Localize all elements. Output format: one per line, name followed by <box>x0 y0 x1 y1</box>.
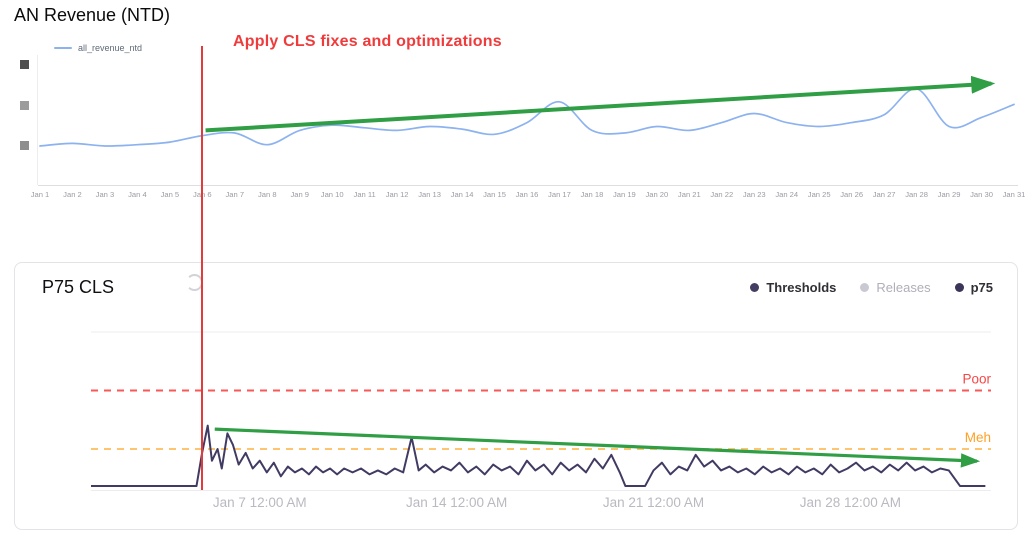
revenue-x-tick-label: Jan 28 <box>905 190 928 199</box>
revenue-x-tick-label: Jan 30 <box>970 190 993 199</box>
cls-fix-annotation-text: Apply CLS fixes and optimizations <box>233 33 502 50</box>
revenue-x-tick-label: Jan 31 <box>1003 190 1026 199</box>
legend-item-releases[interactable]: Releases <box>860 280 931 295</box>
revenue-x-tick-label: Jan 26 <box>840 190 863 199</box>
revenue-x-tick-label: Jan 20 <box>645 190 668 199</box>
legend-item-thresholds[interactable]: Thresholds <box>750 280 836 295</box>
redacted-y-tick <box>20 141 29 150</box>
revenue-x-tick-label: Jan 4 <box>128 190 147 199</box>
p75-line-series <box>91 424 986 488</box>
revenue-x-tick-label: Jan 23 <box>743 190 766 199</box>
revenue-x-tick-label: Jan 5 <box>161 190 180 199</box>
revenue-x-tick-label: Jan 18 <box>581 190 604 199</box>
redacted-y-tick <box>20 101 29 110</box>
revenue-x-tick-label: Jan 15 <box>483 190 506 199</box>
revenue-legend-item[interactable]: all_revenue_ntd <box>54 43 142 53</box>
revenue-x-tick-label: Jan 14 <box>451 190 474 199</box>
legend-item-p75[interactable]: p75 <box>954 280 993 295</box>
legend-dot-icon <box>860 283 870 292</box>
revenue-x-tick-label: Jan 29 <box>938 190 961 199</box>
revenue-x-tick-label: Jan 13 <box>418 190 441 199</box>
cls-chart-canvas: Poor Meh Jan 7 12:00 AM Jan 14 12:00 AM Jan … <box>91 331 991 510</box>
legend-dot-icon <box>954 283 964 292</box>
revenue-legend-label: all_revenue_ntd <box>78 43 143 53</box>
revenue-trend-arrow <box>205 75 996 133</box>
threshold-label-poor: Poor <box>962 372 991 387</box>
revenue-x-tick-label: Jan 22 <box>710 190 733 199</box>
cls-legend: Thresholds Releases p75 <box>750 280 993 295</box>
threshold-label-meh: Meh <box>965 430 991 445</box>
revenue-x-tick-label: Jan 12 <box>386 190 409 199</box>
cls-x-tick-label: Jan 7 12:00 AM <box>213 495 307 510</box>
cls-x-tick-label: Jan 21 12:00 AM <box>603 495 704 510</box>
revenue-x-tick-label: Jan 8 <box>258 190 277 199</box>
cls-chart-panel: P75 CLS Thresholds Releases p75 Poor Me <box>14 262 1018 530</box>
revenue-x-tick-label: Jan 27 <box>873 190 896 199</box>
revenue-x-tick-label: Jan 11 <box>354 190 376 199</box>
revenue-x-tick-label: Jan 25 <box>808 190 831 199</box>
revenue-x-tick-label: Jan 19 <box>613 190 636 199</box>
revenue-chart-title: AN Revenue (NTD) <box>14 5 171 25</box>
event-marker-line <box>201 46 204 490</box>
revenue-x-tick-label: Jan 7 <box>226 190 245 199</box>
revenue-x-tick-label: Jan 21 <box>678 190 701 199</box>
redacted-y-tick <box>20 60 29 69</box>
cls-x-tick-label: Jan 28 12:00 AM <box>800 495 901 510</box>
revenue-x-tick-label: Jan 16 <box>516 190 539 199</box>
legend-label: Releases <box>876 280 931 295</box>
revenue-x-tick-label: Jan 24 <box>775 190 798 199</box>
revenue-x-tick-label: Jan 3 <box>96 190 115 199</box>
cls-chart-title: P75 CLS <box>42 277 115 297</box>
revenue-x-tick-label: Jan 17 <box>548 190 571 199</box>
revenue-chart-canvas: Jan 1 Jan 2 Jan 3 Jan 4 Jan 5 Jan 6 Jan 7 Jan 8… <box>31 55 1026 199</box>
cls-trend-arrow <box>214 427 981 468</box>
cls-x-tick-label: Jan 14 12:00 AM <box>406 495 507 510</box>
legend-label: Thresholds <box>766 280 837 295</box>
revenue-x-tick-label: Jan 2 <box>63 190 82 199</box>
legend-dot-icon <box>750 283 760 292</box>
legend-line-swatch <box>54 47 72 49</box>
revenue-x-tick-label: Jan 10 <box>321 190 344 199</box>
legend-label: p75 <box>970 280 993 295</box>
revenue-x-tick-label: Jan 9 <box>290 190 309 199</box>
revenue-line-series <box>39 87 1015 147</box>
revenue-x-tick-label: Jan 1 <box>31 190 50 199</box>
